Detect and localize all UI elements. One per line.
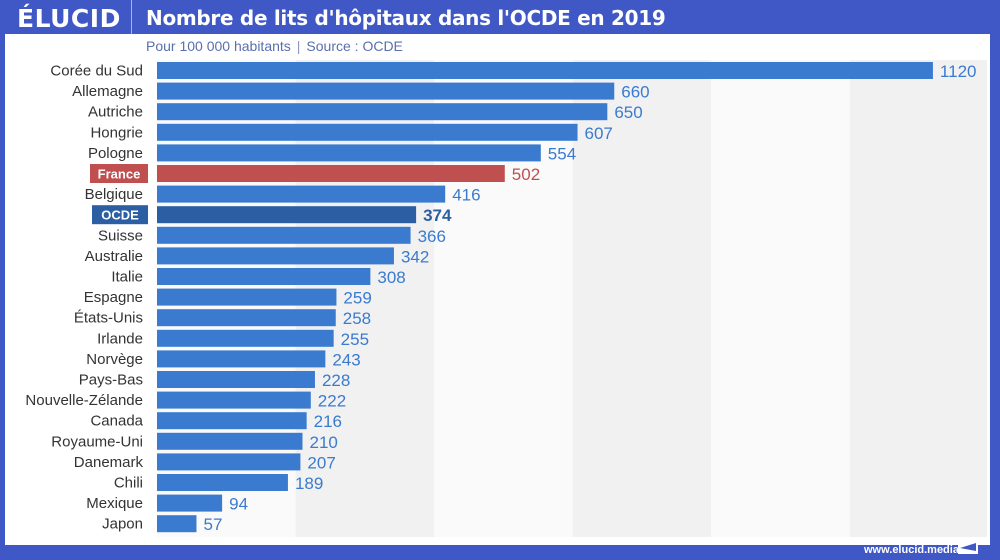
chart-subtitle: Pour 100 000 habitants | Source : OCDE (146, 38, 403, 54)
footer-url-link[interactable]: www.elucid.media (864, 544, 959, 556)
value-label: 259 (343, 289, 371, 308)
category-label: Corée du Sud (50, 63, 143, 80)
highlight-label-bg (90, 164, 148, 183)
category-label: Irlande (97, 330, 143, 347)
bar-mexique (157, 494, 223, 512)
bar-pologne (157, 144, 541, 162)
highlight-label-bg (92, 205, 148, 225)
elucid-mark-icon (958, 538, 978, 554)
category-label: Norvège (86, 351, 143, 368)
value-label: 255 (341, 330, 369, 349)
value-label: 650 (614, 103, 642, 122)
grid-band (572, 60, 712, 537)
category-label: Italie (111, 269, 143, 286)
bar-irlande (157, 329, 334, 347)
value-label: 258 (343, 309, 371, 328)
category-label: Pays-Bas (79, 372, 143, 389)
bar-allemagne (157, 82, 615, 100)
bar-autriche (157, 103, 608, 121)
category-label: France (98, 167, 141, 182)
bar-canada (157, 412, 307, 430)
bar-pays-bas (157, 371, 315, 388)
category-label: Nouvelle-Zélande (25, 392, 143, 409)
value-label: 189 (295, 474, 323, 493)
bar-ocde (157, 206, 417, 224)
category-label: États-Unis (74, 310, 143, 327)
category-label: Suisse (98, 227, 143, 244)
bar-australie (157, 247, 394, 265)
category-label: Autriche (88, 104, 143, 121)
category-label: Espagne (84, 289, 143, 306)
bar-italie (157, 268, 371, 285)
subtitle-separator: | (296, 38, 301, 54)
category-label: Danemark (74, 454, 144, 471)
category-label: Royaume-Uni (51, 433, 143, 450)
bar-danemark (157, 453, 301, 471)
bar-japon (157, 515, 197, 533)
elucid-logo[interactable]: ÉLUCID (17, 4, 121, 33)
category-label: Allemagne (72, 83, 143, 100)
category-label: Hongrie (90, 124, 143, 141)
bar-royaume-uni (157, 432, 303, 450)
bar-norv-ge (157, 350, 326, 368)
value-label: 210 (309, 433, 337, 452)
chart-title: Nombre de lits d'hôpitaux dans l'OCDE en… (146, 6, 666, 30)
bar-chili (157, 474, 288, 491)
header-bar: ÉLUCID Nombre de lits d'hôpitaux dans l'… (0, 0, 1000, 34)
header-divider (131, 0, 132, 34)
category-label: OCDE (101, 208, 139, 223)
value-label: 607 (585, 124, 613, 143)
value-label: 228 (322, 371, 350, 390)
value-label: 1120 (940, 62, 977, 81)
bar-espagne (157, 288, 337, 306)
bars-group (157, 62, 933, 533)
value-label: 57 (203, 515, 222, 534)
category-label: Mexique (86, 495, 143, 512)
value-label: 554 (548, 144, 576, 163)
value-label: 216 (314, 412, 342, 431)
category-label: Belgique (85, 186, 143, 203)
bar-france (157, 165, 505, 182)
category-labels-group: Corée du Sud Allemagne Autriche Hongrie Polo… (25, 63, 148, 533)
value-label: 342 (401, 247, 429, 266)
value-label: 660 (621, 83, 649, 102)
value-label: 374 (423, 206, 452, 225)
subtitle-unit: Pour 100 000 habitants (146, 38, 291, 54)
category-label: Japon (102, 516, 143, 533)
value-label: 308 (377, 268, 405, 287)
value-label: 222 (318, 392, 346, 411)
bar--tats-unis (157, 309, 336, 327)
value-label: 243 (332, 350, 360, 369)
category-label: Pologne (88, 145, 143, 162)
bar-cor-e-du-sud (157, 62, 933, 79)
value-label: 94 (229, 495, 248, 514)
value-label: 207 (307, 453, 335, 472)
bar-belgique (157, 185, 446, 203)
grid-band (711, 60, 850, 537)
bar-hongrie (157, 123, 578, 141)
value-label: 366 (418, 227, 446, 246)
bar-suisse (157, 226, 411, 244)
bar-nouvelle-z-lande (157, 391, 311, 409)
category-label: Australie (85, 248, 143, 265)
category-label: Chili (114, 475, 143, 492)
category-label: Canada (90, 413, 143, 430)
value-label: 416 (452, 186, 480, 205)
grid-band (849, 60, 987, 537)
value-label: 502 (512, 165, 540, 184)
subtitle-source: Source : OCDE (306, 38, 403, 54)
